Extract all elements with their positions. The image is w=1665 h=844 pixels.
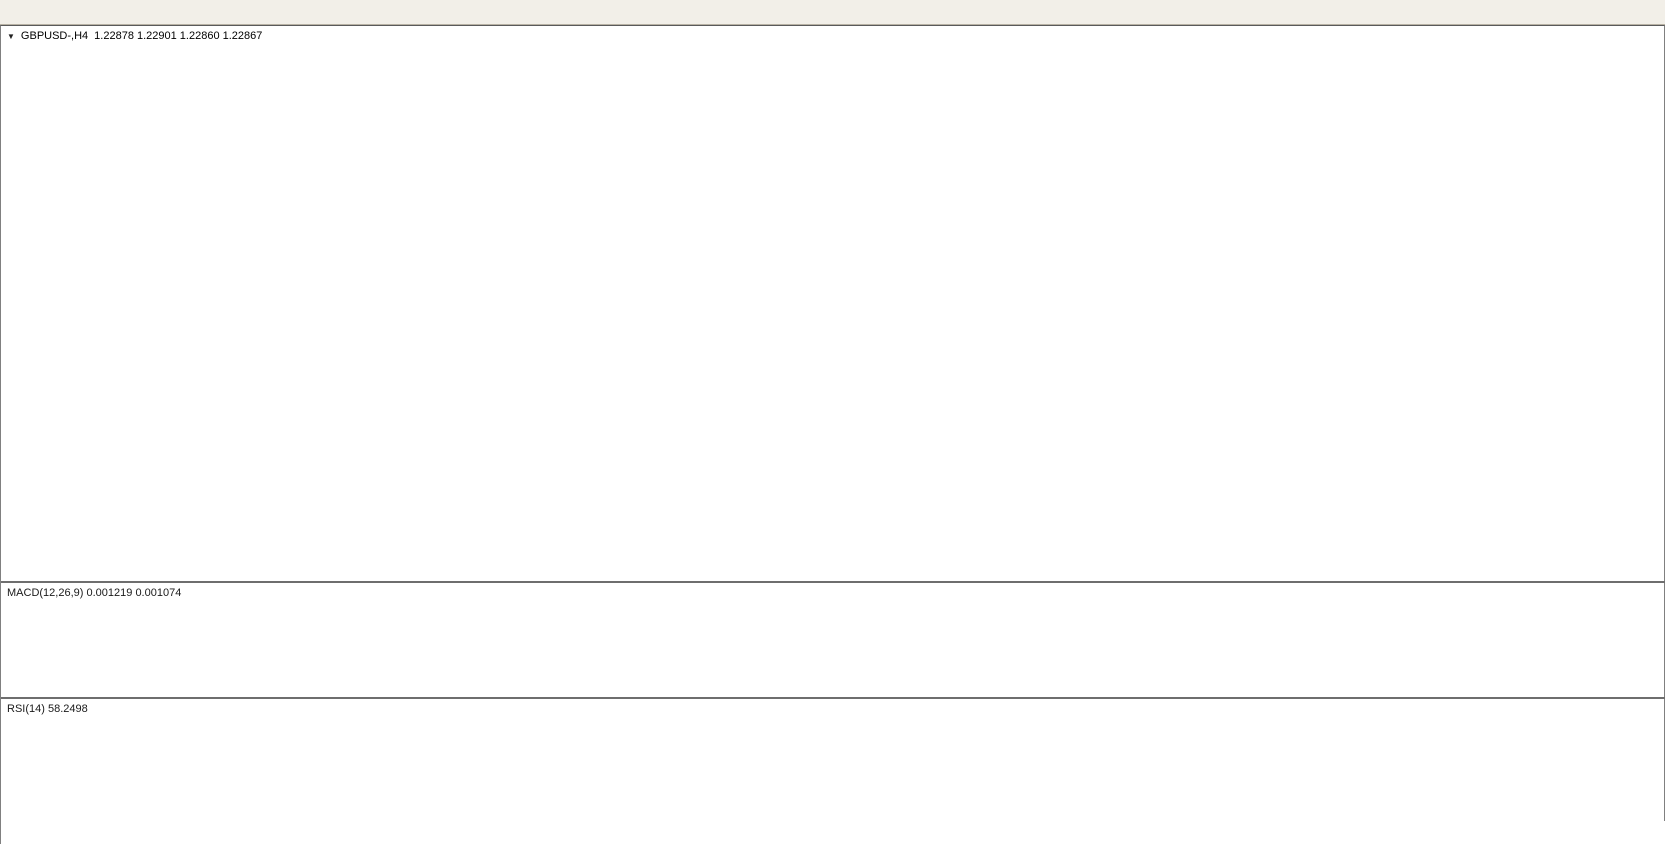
chart-ohlc-quotes: 1.22878 1.22901 1.22860 1.22867 [94,30,263,42]
main-toolbar [0,0,1665,25]
pane-divider[interactable] [1,697,1665,699]
chart-menu-arrow[interactable]: ▼ [7,31,15,41]
chart-window[interactable]: ▼ GBPUSD-,H4 1.22878 1.22901 1.22860 1.2… [0,25,1665,844]
rsi-indicator-label: RSI(14) 58.2498 [7,703,88,715]
chart-title-overlay: ▼ GBPUSD-,H4 1.22878 1.22901 1.22860 1.2… [7,30,262,42]
rsi-pane[interactable] [1,699,1665,819]
time-axis[interactable] [1,821,1665,844]
pane-divider[interactable] [1,581,1665,583]
price-chart-pane[interactable] [1,26,1665,581]
chart-symbol-period: GBPUSD-,H4 [20,30,89,42]
macd-pane[interactable] [1,583,1665,697]
macd-indicator-label: MACD(12,26,9) 0.001219 0.001074 [7,587,182,599]
